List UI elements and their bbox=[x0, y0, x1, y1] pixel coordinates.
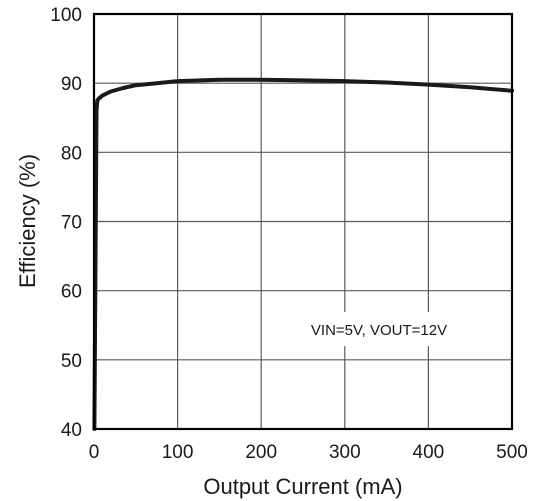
tick-labels: 0 100 200 300 400 500 40 50 60 70 80 90 100 bbox=[50, 5, 528, 463]
y-tick-label: 50 bbox=[61, 351, 82, 372]
annotation: VIN=5V, VOUT=12V bbox=[311, 322, 447, 339]
annotation-box bbox=[286, 312, 472, 346]
y-tick-label: 90 bbox=[61, 74, 82, 95]
y-tick-label: 70 bbox=[61, 213, 82, 234]
x-axis-title: Output Current (mA) bbox=[203, 474, 402, 499]
series-layer bbox=[92, 77, 514, 431]
efficiency-curve bbox=[92, 77, 514, 431]
x-tick-label: 0 bbox=[89, 442, 100, 463]
y-tick-label: 40 bbox=[61, 420, 82, 441]
x-tick-label: 300 bbox=[329, 442, 361, 463]
x-tick-label: 400 bbox=[413, 442, 445, 463]
x-tick-label: 500 bbox=[496, 442, 528, 463]
x-tick-label: 100 bbox=[162, 442, 194, 463]
y-tick-label: 60 bbox=[61, 282, 82, 303]
y-tick-label: 80 bbox=[61, 143, 82, 164]
y-tick-label: 100 bbox=[50, 5, 82, 26]
plot-frame bbox=[92, 12, 514, 431]
y-axis-title: Efficiency (%) bbox=[15, 154, 40, 288]
x-tick-label: 200 bbox=[245, 442, 277, 463]
grid-lines bbox=[94, 14, 512, 429]
